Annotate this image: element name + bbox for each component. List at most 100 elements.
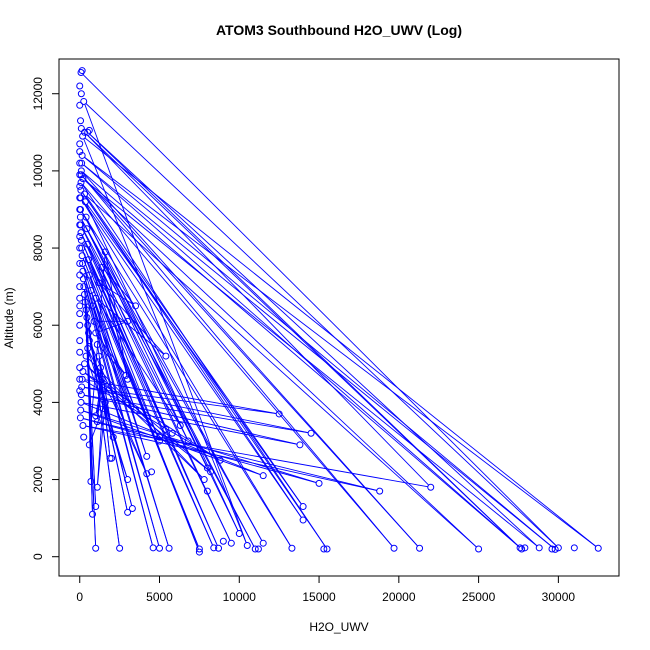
data-point bbox=[85, 126, 93, 134]
data-point bbox=[85, 337, 93, 345]
data-point bbox=[84, 321, 92, 329]
series-line-segment bbox=[83, 418, 317, 483]
series-line-segment bbox=[82, 74, 557, 546]
data-point bbox=[116, 544, 124, 552]
data-point bbox=[215, 544, 223, 552]
series-line-segment bbox=[83, 164, 553, 548]
data-point bbox=[81, 298, 89, 306]
data-point bbox=[315, 479, 323, 487]
x-tick-label: 10000 bbox=[223, 590, 257, 604]
data-point bbox=[76, 213, 84, 221]
data-point bbox=[77, 178, 85, 186]
data-point bbox=[156, 544, 164, 552]
data-point bbox=[92, 294, 100, 302]
data-point bbox=[299, 516, 307, 524]
data-point bbox=[76, 259, 84, 267]
data-point bbox=[92, 329, 100, 337]
data-point bbox=[76, 205, 84, 213]
series-line-segment bbox=[85, 196, 302, 505]
series-line-segment bbox=[84, 402, 297, 445]
series-line-segment bbox=[97, 405, 106, 485]
data-point bbox=[76, 182, 84, 190]
data-point bbox=[554, 544, 562, 552]
data-point bbox=[93, 483, 101, 491]
series-line-segment bbox=[84, 157, 554, 548]
data-point bbox=[149, 544, 157, 552]
data-point bbox=[390, 544, 398, 552]
y-tick-label: 6000 bbox=[31, 312, 45, 339]
data-point bbox=[81, 360, 89, 368]
data-point bbox=[76, 364, 84, 372]
data-point bbox=[376, 487, 384, 495]
data-point bbox=[78, 244, 86, 252]
series-line-segment bbox=[87, 231, 207, 466]
data-point bbox=[243, 542, 251, 550]
x-tick-label: 30000 bbox=[542, 590, 576, 604]
data-point bbox=[95, 352, 103, 360]
data-point bbox=[77, 167, 85, 175]
data-point bbox=[85, 441, 93, 449]
series-line-segment bbox=[85, 373, 209, 471]
series-line-segment bbox=[82, 176, 393, 547]
data-point bbox=[82, 213, 90, 221]
data-point bbox=[80, 283, 88, 291]
series-line-segment bbox=[83, 138, 247, 543]
series-line-segment bbox=[85, 379, 277, 414]
series-line-segment bbox=[99, 346, 125, 374]
series-line-segment bbox=[86, 204, 302, 505]
data-point bbox=[92, 544, 100, 552]
data-point bbox=[92, 412, 100, 420]
data-point bbox=[89, 302, 97, 310]
data-point bbox=[108, 454, 116, 462]
series-line-segment bbox=[84, 180, 477, 548]
series-line-segment bbox=[86, 204, 239, 531]
plot-area bbox=[76, 67, 602, 556]
data-point bbox=[124, 398, 132, 406]
series-line-segment bbox=[88, 351, 146, 472]
data-point bbox=[156, 437, 164, 445]
y-axis-label: Altitude (m) bbox=[2, 287, 16, 348]
y-tick-label: 4000 bbox=[31, 389, 45, 416]
data-point bbox=[76, 271, 84, 279]
data-point bbox=[535, 544, 543, 552]
series-line-segment bbox=[98, 322, 125, 333]
series-line-segment bbox=[83, 266, 199, 547]
y-axis: 0 2000 4000 6000 8000 10000 12000 bbox=[31, 77, 59, 560]
data-point bbox=[195, 548, 203, 556]
series-line-segment bbox=[81, 212, 263, 541]
data-point bbox=[89, 510, 97, 518]
series-line-segment bbox=[81, 200, 291, 546]
data-point bbox=[275, 410, 283, 418]
series-line-segment bbox=[96, 393, 104, 413]
data-point bbox=[124, 476, 132, 484]
data-point bbox=[79, 422, 87, 430]
series-line-segment bbox=[91, 293, 135, 408]
data-point bbox=[227, 539, 235, 547]
data-point bbox=[165, 544, 173, 552]
data-point bbox=[77, 398, 85, 406]
x-axis: 0 5000 10000 15000 20000 25000 30000 bbox=[76, 576, 575, 604]
data-point bbox=[168, 429, 176, 437]
series-line-segment bbox=[82, 176, 418, 547]
data-point bbox=[76, 302, 84, 310]
series-line-segment bbox=[86, 134, 429, 486]
data-point bbox=[78, 159, 86, 167]
data-point bbox=[78, 375, 86, 383]
series-line-segment bbox=[101, 284, 134, 305]
y-tick-label: 2000 bbox=[31, 466, 45, 493]
data-point bbox=[162, 352, 170, 360]
series-line-segment bbox=[81, 219, 255, 547]
data-point bbox=[78, 151, 86, 159]
data-point bbox=[156, 433, 164, 441]
data-point bbox=[76, 101, 84, 109]
data-point bbox=[78, 383, 86, 391]
series-line-segment bbox=[86, 425, 428, 488]
data-point bbox=[251, 545, 259, 553]
series-line-segment bbox=[86, 195, 477, 548]
data-point bbox=[79, 132, 87, 140]
data-point bbox=[176, 422, 184, 430]
data-point bbox=[81, 290, 89, 298]
data-point bbox=[203, 464, 211, 472]
series-line-segment bbox=[82, 235, 231, 541]
